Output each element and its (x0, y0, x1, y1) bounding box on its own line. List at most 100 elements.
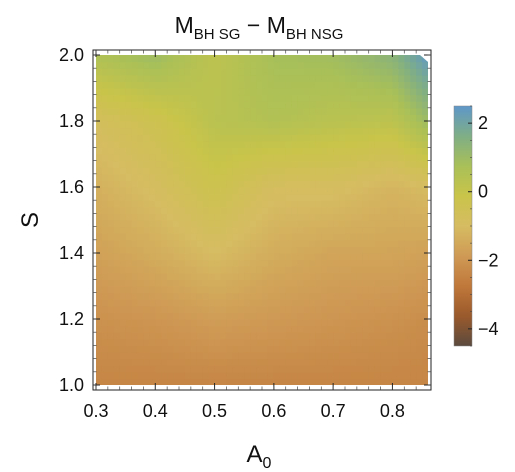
heatmap-cell (422, 74, 428, 82)
heatmap-cell (262, 147, 269, 155)
heatmap-cell (273, 371, 281, 379)
heatmap-cell (297, 338, 305, 346)
heatmap-cell (333, 61, 340, 69)
heatmap-cell (356, 266, 364, 274)
heatmap-cell (149, 55, 156, 63)
heatmap-cell (238, 352, 245, 360)
heatmap-cell (179, 213, 186, 221)
heatmap-cell (196, 213, 204, 221)
heatmap-cell (113, 272, 121, 280)
heatmap-cell (273, 253, 281, 261)
heatmap-cell (345, 213, 352, 221)
heatmap-cell (202, 312, 210, 320)
heatmap-cell (161, 134, 168, 142)
heatmap-cell (196, 371, 204, 379)
heatmap-cell (339, 279, 346, 287)
heatmap-cell (244, 81, 251, 89)
heatmap-cell (143, 167, 150, 175)
heatmap-cell (250, 292, 257, 300)
heatmap-cell (161, 246, 168, 254)
heatmap-cell (362, 81, 370, 89)
heatmap-cell (196, 358, 204, 366)
heatmap-cell (250, 272, 257, 280)
heatmap-cell (410, 325, 417, 333)
heatmap-cell (345, 55, 352, 63)
heatmap-cell (291, 180, 299, 188)
heatmap-cell (208, 74, 216, 82)
heatmap-cell (380, 319, 388, 327)
heatmap-cell (161, 352, 168, 360)
heatmap-cell (345, 259, 352, 267)
heatmap-cell (131, 173, 139, 181)
heatmap-cell (285, 74, 293, 82)
heatmap-cell (350, 88, 358, 96)
heatmap-cell (119, 173, 127, 181)
heatmap-cell (285, 101, 293, 109)
heatmap-cell (220, 272, 228, 280)
heatmap-cell (107, 154, 115, 162)
heatmap-cell (291, 312, 299, 320)
heatmap-cell (398, 74, 405, 82)
heatmap-cell (196, 226, 204, 234)
heatmap-cell (131, 279, 139, 287)
heatmap-cell (309, 180, 316, 188)
heatmap-cell (398, 154, 405, 162)
heatmap-cell (131, 259, 139, 267)
heatmap-cell (262, 358, 269, 366)
heatmap-cell (303, 173, 311, 181)
heatmap-cell (107, 114, 115, 122)
heatmap-cell (179, 140, 186, 148)
heatmap-cell (113, 299, 121, 307)
heatmap-cell (167, 140, 174, 148)
heatmap-cell (356, 200, 364, 208)
heatmap-cell (190, 305, 198, 313)
heatmap-cell (220, 312, 228, 320)
heatmap-cell (113, 338, 121, 346)
heatmap-cell (273, 173, 281, 181)
heatmap-cell (196, 154, 204, 162)
heatmap-cell (190, 371, 198, 379)
heatmap-cell (416, 147, 423, 155)
heatmap-cell (350, 127, 358, 135)
heatmap-cell (184, 88, 192, 96)
heatmap-cell (291, 107, 299, 115)
heatmap-cell (232, 187, 239, 195)
heatmap-cell (220, 167, 228, 175)
heatmap-cell (392, 352, 399, 360)
heatmap-cell (226, 312, 233, 320)
heatmap-cell (291, 74, 299, 82)
heatmap-cell (315, 272, 322, 280)
heatmap-cell (179, 173, 186, 181)
heatmap-cell (404, 88, 411, 96)
heatmap-cell (262, 239, 269, 247)
heatmap-cell (107, 371, 115, 379)
heatmap-cell (339, 345, 346, 353)
heatmap-cell (238, 74, 245, 82)
heatmap-cell (167, 338, 174, 346)
heatmap-cell (167, 173, 174, 181)
heatmap-cell (380, 272, 388, 280)
heatmap-cell (167, 187, 174, 195)
heatmap-cell (333, 107, 340, 115)
heatmap-cell (256, 266, 263, 274)
heatmap-cell (416, 94, 423, 102)
heatmap-cell (244, 134, 251, 142)
heatmap-cell (303, 213, 311, 221)
heatmap-cell (202, 200, 210, 208)
heatmap-cell (315, 332, 322, 340)
heatmap-cell (107, 55, 115, 63)
heatmap-cell (374, 233, 382, 241)
heatmap-cell (220, 365, 228, 373)
heatmap-cell (368, 88, 376, 96)
heatmap-cell (333, 213, 340, 221)
heatmap-cell (220, 127, 228, 135)
heatmap-cell (374, 55, 382, 63)
heatmap-cell (262, 154, 269, 162)
heatmap-cell (101, 299, 109, 307)
heatmap-cell (256, 292, 263, 300)
heatmap-cell (208, 220, 216, 228)
heatmap-cell (125, 312, 133, 320)
heatmap-cell (250, 352, 257, 360)
heatmap-cell (232, 74, 239, 82)
heatmap-cell (232, 332, 239, 340)
